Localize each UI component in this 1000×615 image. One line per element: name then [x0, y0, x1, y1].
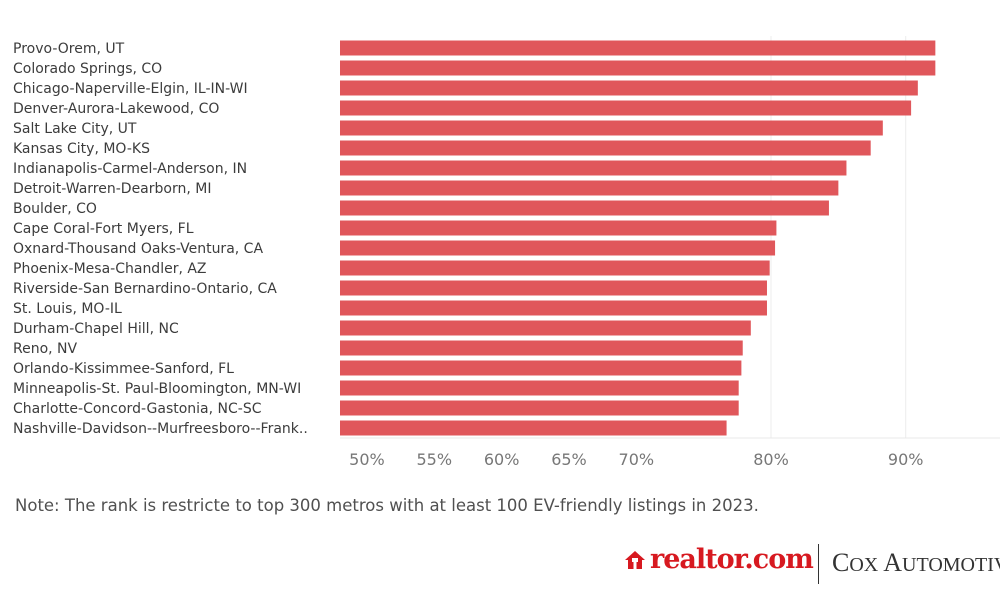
bars [340, 40, 936, 436]
bar [340, 40, 936, 56]
category-label: Oxnard-Thousand Oaks-Ventura, CA [13, 241, 263, 257]
bar [340, 200, 829, 216]
x-tick-label: 60% [484, 450, 520, 469]
footnote: Note: The rank is restricte to top 300 m… [15, 496, 759, 515]
bar [340, 380, 739, 396]
x-tick-label: 80% [753, 450, 789, 469]
x-tick-label: 90% [888, 450, 924, 469]
category-label: Provo-Orem, UT [13, 41, 125, 57]
category-labels: Provo-Orem, UT Colorado Springs, CO Chicag… [13, 41, 308, 437]
bar [340, 60, 936, 76]
logo-divider [818, 544, 819, 584]
cox-automotive-logo: COX AUTOMOTIVE [832, 548, 1000, 577]
bar [340, 140, 871, 156]
bar [340, 160, 847, 176]
bar [340, 100, 912, 116]
category-label: Orlando-Kissimmee-Sanford, FL [13, 361, 234, 377]
category-label: Phoenix-Mesa-Chandler, AZ [13, 261, 207, 277]
category-label: Colorado Springs, CO [13, 61, 162, 77]
bar [340, 180, 839, 196]
bar [340, 340, 743, 356]
brand-logos: realtor.com COX AUTOMOTIVE [622, 540, 1000, 590]
bar [340, 420, 727, 436]
category-label: St. Louis, MO-IL [13, 301, 122, 317]
category-label: Denver-Aurora-Lakewood, CO [13, 101, 219, 117]
x-tick-label: 50% [349, 450, 385, 469]
realtor-house-icon [625, 551, 645, 569]
bar [340, 360, 742, 376]
bar [340, 400, 739, 416]
bar [340, 120, 883, 136]
x-tick-label: 65% [551, 450, 587, 469]
x-tick-label: 55% [417, 450, 453, 469]
category-label: Salt Lake City, UT [13, 121, 137, 137]
category-label: Indianapolis-Carmel-Anderson, IN [13, 161, 247, 177]
category-label: Boulder, CO [13, 201, 97, 217]
realtor-logo: realtor.com [650, 544, 814, 575]
category-label: Riverside-San Bernardino-Ontario, CA [13, 281, 277, 297]
bar [340, 280, 767, 296]
bar [340, 80, 918, 96]
category-label: Kansas City, MO-KS [13, 141, 150, 157]
x-tick-labels: 50% 55% 60% 65% 70% 80% 90% [349, 450, 923, 469]
category-label: Detroit-Warren-Dearborn, MI [13, 181, 211, 197]
category-label: Cape Coral-Fort Myers, FL [13, 221, 194, 237]
category-label: Nashville-Davidson--Murfreesboro--Frank.… [13, 421, 308, 437]
gridlines [770, 36, 907, 438]
category-label: Durham-Chapel Hill, NC [13, 321, 179, 337]
bar [340, 220, 777, 236]
category-label: Charlotte-Concord-Gastonia, NC-SC [13, 401, 262, 417]
bar [340, 300, 767, 316]
bar [340, 320, 751, 336]
bar [340, 240, 776, 256]
bar-chart: Provo-Orem, UT Colorado Springs, CO Chicag… [13, 36, 1000, 469]
bar [340, 260, 770, 276]
x-tick-label: 70% [619, 450, 655, 469]
category-label: Reno, NV [13, 341, 78, 357]
category-label: Chicago-Naperville-Elgin, IL-IN-WI [13, 81, 248, 97]
category-label: Minneapolis-St. Paul-Bloomington, MN-WI [13, 381, 301, 397]
